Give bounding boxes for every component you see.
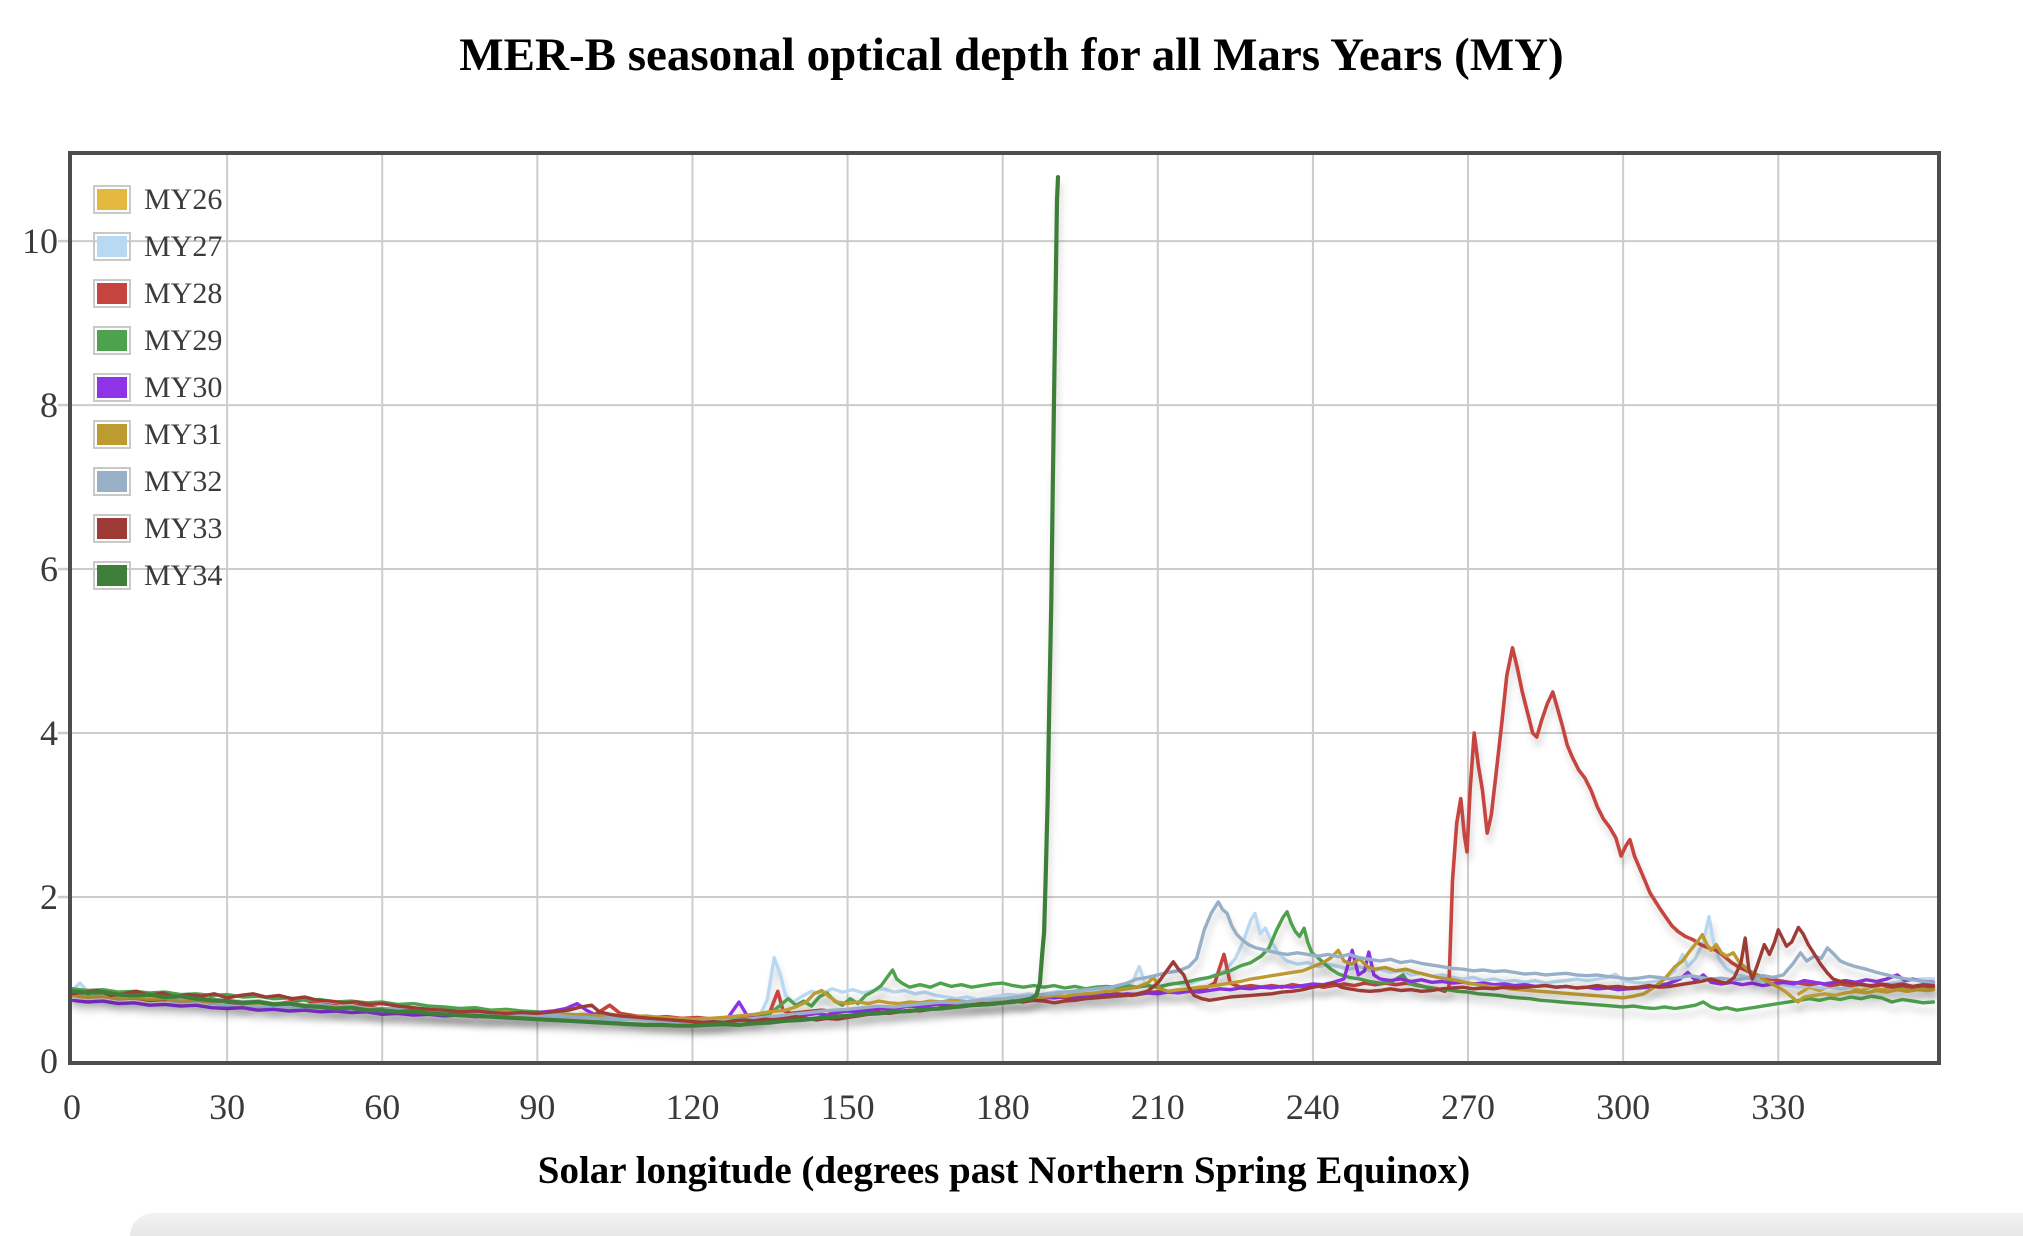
y-tick-label-10: 10 <box>22 221 58 261</box>
y-tick-label-4: 4 <box>40 713 58 753</box>
x-tick-label-240: 240 <box>1286 1087 1340 1127</box>
legend-item-my34: MY34 <box>93 552 222 599</box>
x-tick-label-270: 270 <box>1441 1087 1495 1127</box>
series-my34-line <box>70 175 1061 1028</box>
x-tick-label-300: 300 <box>1596 1087 1650 1127</box>
plot-frame <box>68 151 1941 1065</box>
legend-item-my30: MY30 <box>93 364 222 411</box>
legend-label-my30: MY30 <box>144 370 223 404</box>
legend-label-my28: MY28 <box>144 276 223 310</box>
legend-label-my27: MY27 <box>144 229 223 263</box>
legend-swatch-my26 <box>93 185 131 214</box>
legend-swatch-my34 <box>93 561 131 590</box>
x-tick-label-30: 30 <box>209 1087 245 1127</box>
x-tick-label-150: 150 <box>821 1087 875 1127</box>
x-tick-label-330: 330 <box>1751 1087 1805 1127</box>
x-tick-label-180: 180 <box>976 1087 1030 1127</box>
legend-swatch-my32 <box>93 467 131 496</box>
legend-swatch-my28 <box>93 279 131 308</box>
legend-label-my31: MY31 <box>144 417 223 451</box>
legend-swatch-my27 <box>93 232 131 261</box>
legend-label-my32: MY32 <box>144 464 223 498</box>
legend-item-my26: MY26 <box>93 176 222 223</box>
data-series <box>70 175 1936 1028</box>
chart-legend: MY26 MY27 MY28 MY29 MY30 MY31 MY32 MY33 MY34 <box>93 176 222 599</box>
gridlines <box>58 155 1937 1061</box>
legend-label-my29: MY29 <box>144 323 223 357</box>
x-tick-label-120: 120 <box>665 1087 719 1127</box>
legend-swatch-my31 <box>93 420 131 449</box>
y-tick-label-8: 8 <box>40 385 58 425</box>
x-tick-label-0: 0 <box>63 1087 81 1127</box>
legend-swatch-my29 <box>93 326 131 355</box>
legend-label-my26: MY26 <box>144 182 223 216</box>
legend-label-my33: MY33 <box>144 511 223 545</box>
axis-tick-labels: 0 30 60 90 120 150 180 210 240 270 300 330 0 2 4 6 8 10 <box>22 221 1805 1127</box>
legend-label-my34: MY34 <box>144 558 223 592</box>
legend-item-my27: MY27 <box>93 223 222 270</box>
y-tick-label-6: 6 <box>40 549 58 589</box>
y-tick-label-0: 0 <box>40 1041 58 1081</box>
footer-panel <box>130 1213 2023 1236</box>
legend-item-my29: MY29 <box>93 317 222 364</box>
series-my33-line <box>70 925 1936 1025</box>
x-tick-label-60: 60 <box>364 1087 400 1127</box>
y-tick-label-2: 2 <box>40 877 58 917</box>
legend-swatch-my30 <box>93 373 131 402</box>
x-axis-label: Solar longitude (degrees past Northern S… <box>537 1149 1471 1192</box>
x-tick-label-210: 210 <box>1131 1087 1185 1127</box>
legend-swatch-my33 <box>93 514 131 543</box>
legend-item-my33: MY33 <box>93 505 222 552</box>
legend-item-my28: MY28 <box>93 270 222 317</box>
chart-title: MER-B seasonal optical depth for all Mar… <box>459 29 1564 81</box>
legend-item-my32: MY32 <box>93 458 222 505</box>
legend-item-my31: MY31 <box>93 411 222 458</box>
x-tick-label-90: 90 <box>519 1087 555 1127</box>
